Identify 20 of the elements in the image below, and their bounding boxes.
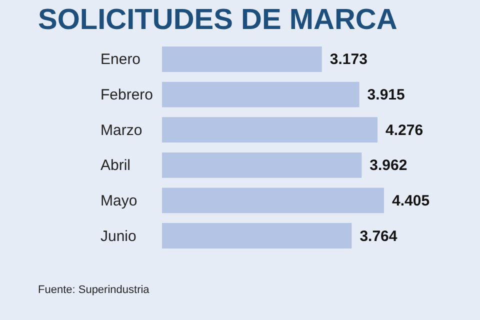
chart-title: SOLICITUDES DE MARCA (38, 4, 398, 36)
y-tick-label: Enero (100, 51, 141, 68)
y-tick-label: Junio (100, 228, 136, 245)
bar (162, 82, 360, 108)
y-tick-label: Febrero (100, 86, 154, 104)
bar (162, 46, 322, 72)
bar (162, 223, 352, 248)
bar (162, 188, 384, 214)
data-label: 3.915 (367, 86, 405, 104)
source-note: Fuente: Superindustria (38, 284, 150, 296)
data-label: 3.764 (360, 228, 398, 245)
data-label: 4.276 (386, 122, 424, 139)
data-label: 4.405 (392, 192, 430, 210)
data-label: 3.962 (370, 157, 408, 174)
data-label: 3.173 (330, 51, 368, 68)
y-tick-label: Abril (100, 157, 131, 174)
bar (162, 152, 362, 178)
y-tick-label: Mayo (100, 192, 138, 210)
bar (162, 117, 378, 143)
y-tick-label: Marzo (100, 122, 142, 139)
